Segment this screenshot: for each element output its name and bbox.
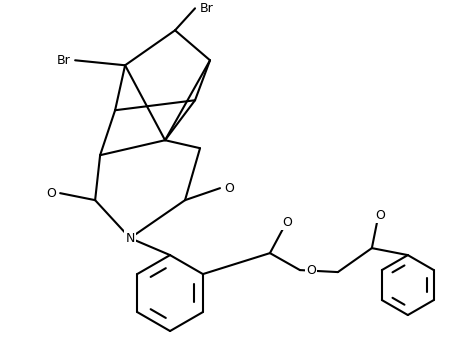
Text: O: O	[282, 216, 292, 229]
Text: O: O	[46, 186, 56, 200]
Text: N: N	[125, 231, 135, 244]
Text: Br: Br	[200, 2, 214, 15]
Text: O: O	[224, 182, 234, 195]
Text: O: O	[306, 264, 316, 276]
Text: O: O	[375, 209, 385, 222]
Text: Br: Br	[57, 54, 70, 67]
